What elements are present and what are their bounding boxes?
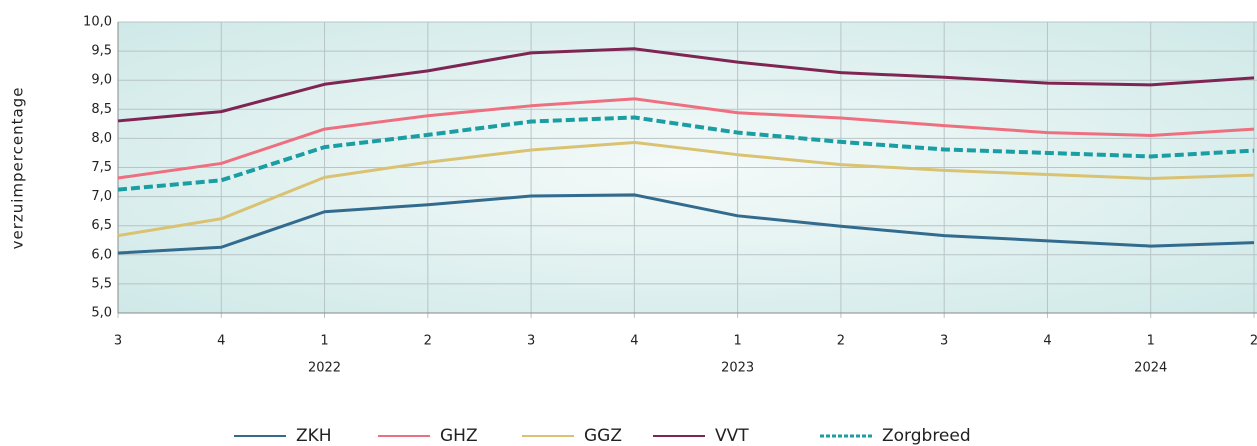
y-tick-label: 9,5 [91,44,112,59]
legend-label: GHZ [440,426,478,446]
y-tick-label: 5,5 [91,276,112,291]
legend-label: GGZ [584,426,622,446]
x-tick-label: 1 [733,334,741,349]
x-tick-label: 3 [527,334,535,349]
series-line [117,97,1255,180]
x-tick-label: 3 [114,334,122,349]
x-tick-label: 1 [1147,334,1155,349]
year-label: 2023 [721,361,754,376]
x-tick-label: 3 [940,334,948,349]
y-tick-label: 9,0 [91,73,112,88]
year-label: 2024 [1134,361,1167,376]
x-tick-label: 4 [217,334,225,349]
y-tick-label: 6,0 [91,247,112,262]
series-line [117,140,1255,238]
legend-label: Zorgbreed [882,426,971,446]
year-label: 2022 [308,361,341,376]
y-tick-label: 7,0 [91,189,112,204]
x-tick-label: 2 [424,334,432,349]
y-tick-label: 8,0 [91,131,112,146]
x-tick-label: 2 [1250,334,1257,349]
series-line [117,115,1255,192]
y-tick-label: 6,5 [91,218,112,233]
series-line [117,47,1255,123]
x-tick-label: 4 [1043,334,1051,349]
legend-label: ZKH [296,426,332,446]
y-tick-label: 10,0 [83,15,112,30]
x-tick-label: 4 [630,334,638,349]
x-tick-label: 1 [320,334,328,349]
y-axis-label: verzuimpercentage [9,87,27,250]
y-tick-label: 5,0 [91,306,112,321]
legend-label: VVT [715,426,749,446]
y-tick-label: 8,5 [91,102,112,117]
y-tick-label: 7,5 [91,160,112,175]
series-line [117,193,1255,255]
x-tick-label: 2 [837,334,845,349]
